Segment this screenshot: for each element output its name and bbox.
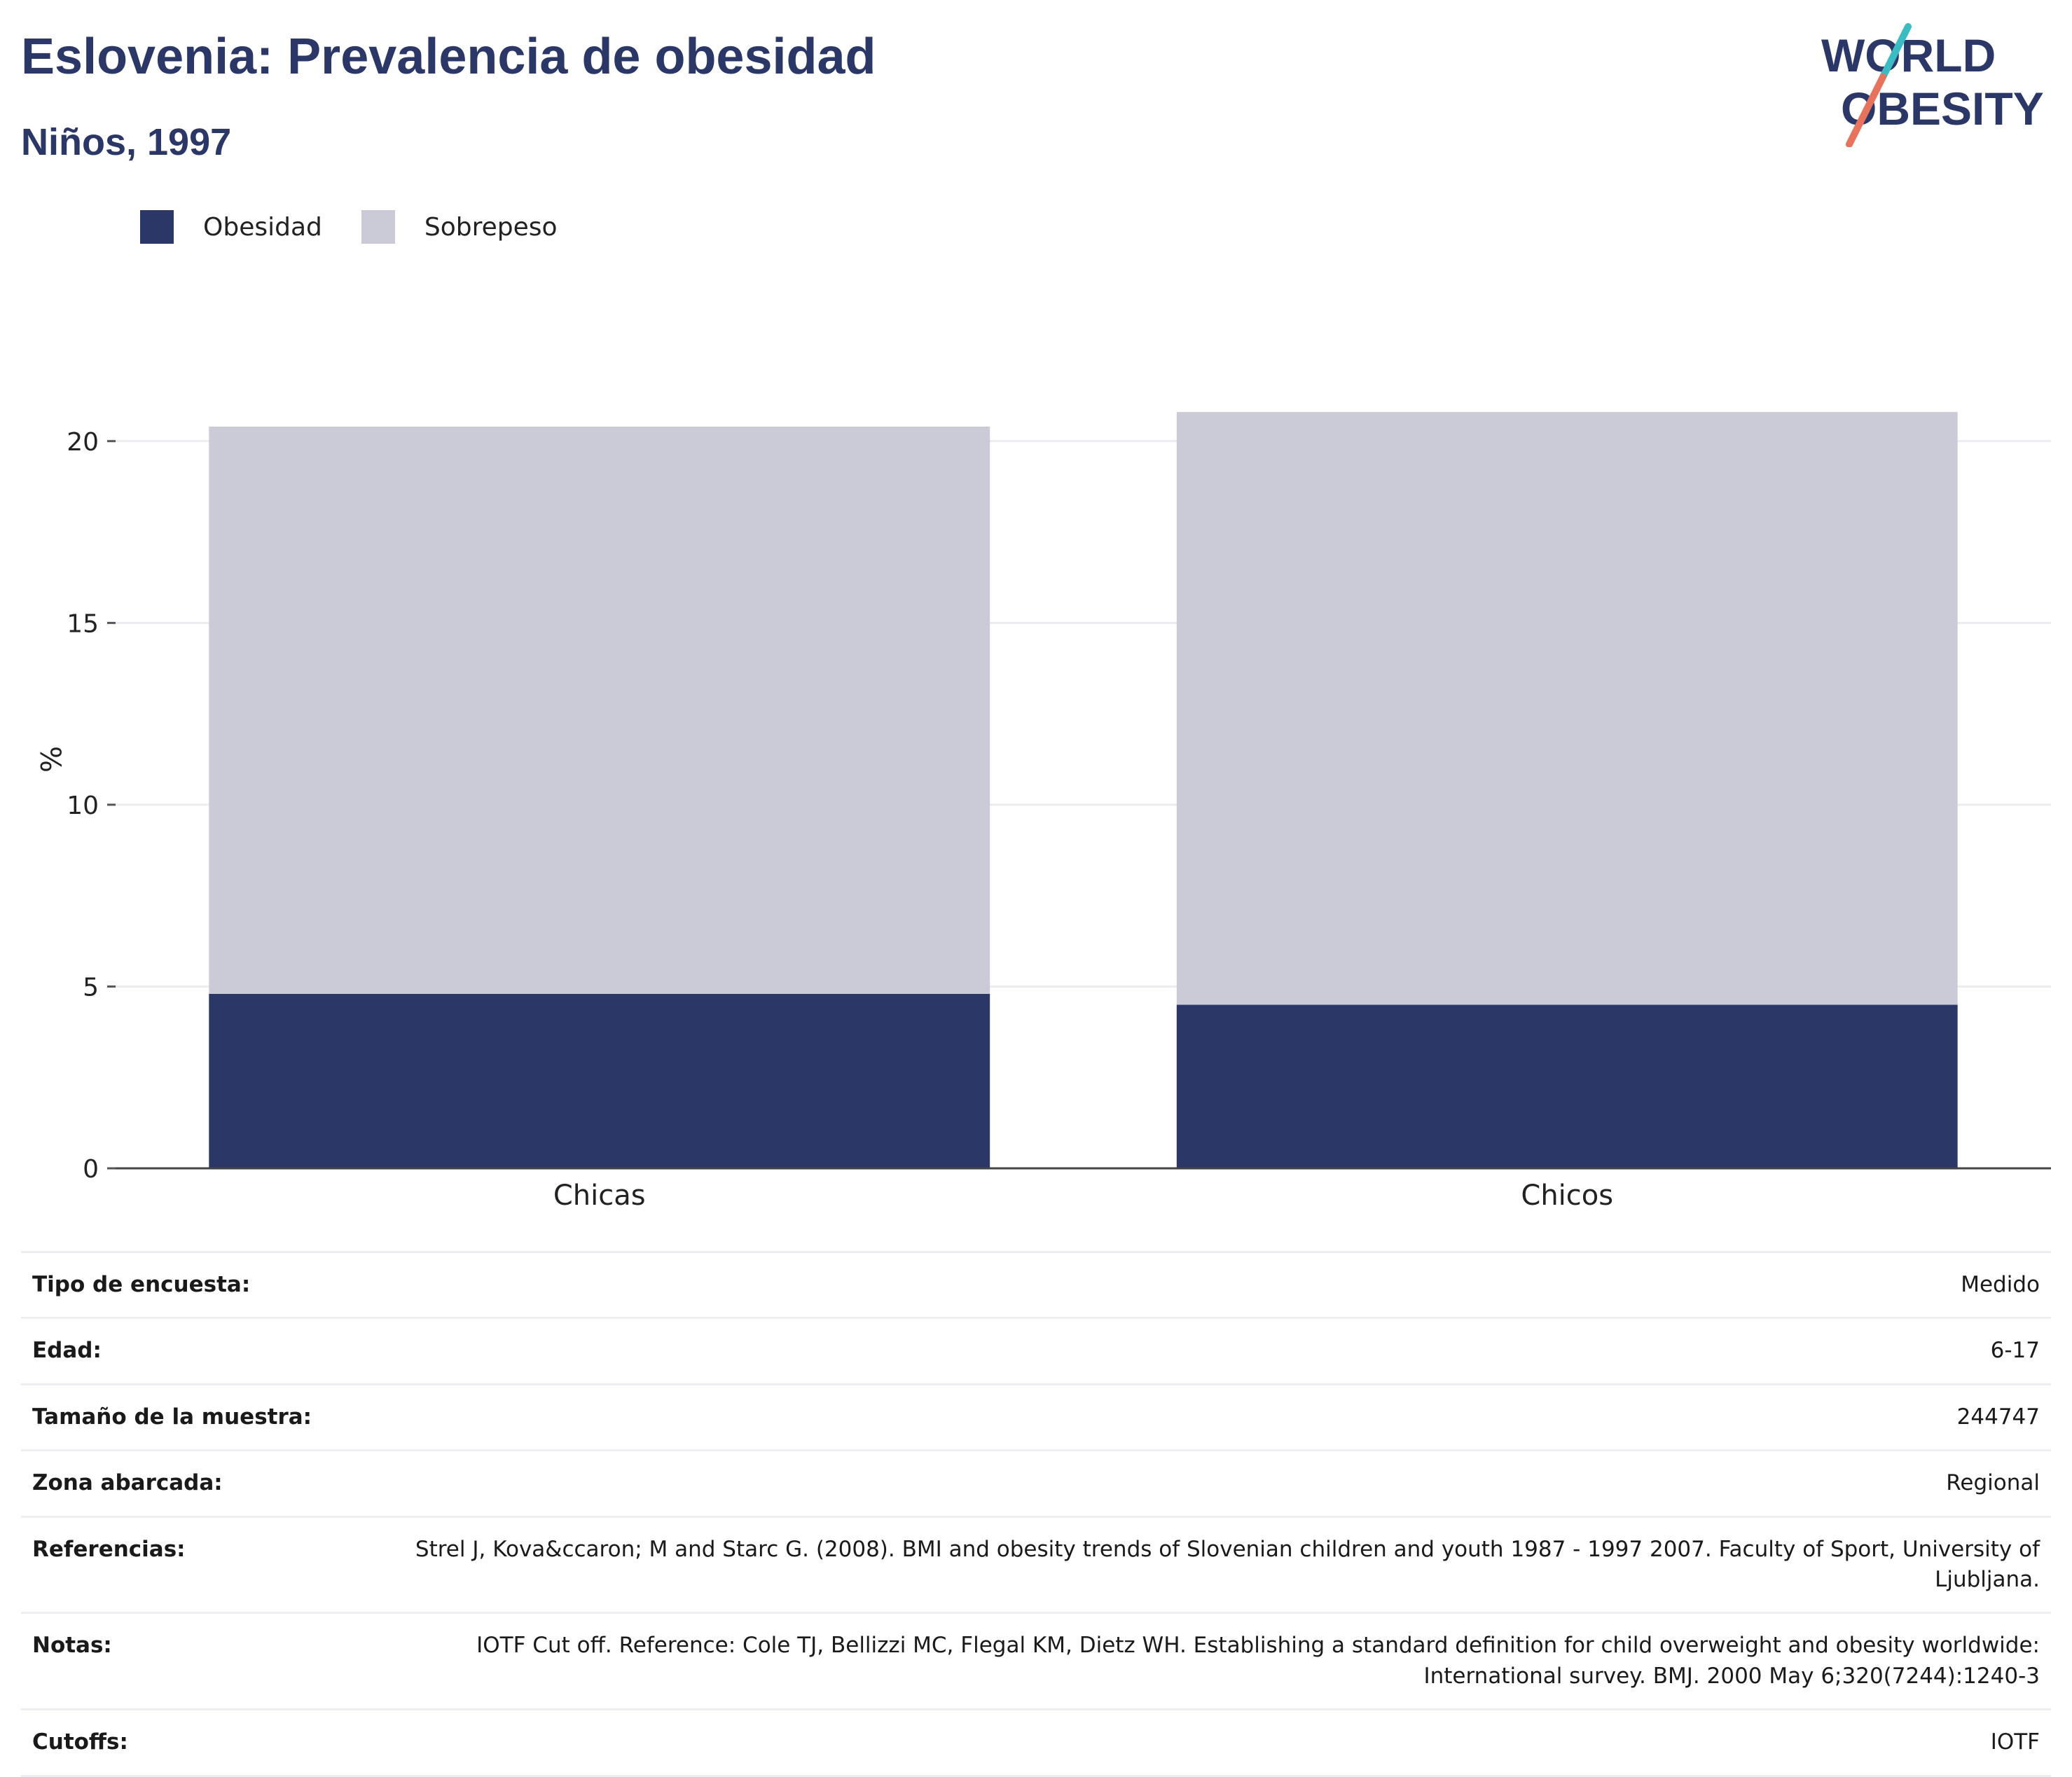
y-axis-title: % bbox=[34, 746, 66, 773]
table-row: Tamaño de la muestra: 244747 bbox=[21, 1383, 2051, 1451]
legend-item-overweight[interactable]: Sobrepeso bbox=[361, 210, 558, 244]
y-tick-label: 20 bbox=[67, 428, 99, 457]
logo-coral-slash bbox=[1846, 74, 1886, 147]
stacked-bar-chart: 0 5 10 15 20 Chicas Chicos % bbox=[34, 412, 2051, 1212]
bar-obesity-chicos[interactable] bbox=[1176, 1004, 1958, 1168]
info-label-references: Referencias: bbox=[21, 1515, 338, 1613]
logo-teal-slash bbox=[1879, 23, 1912, 81]
info-label-sample-size: Tamaño de la muestra: bbox=[21, 1383, 338, 1451]
chart-legend: Obesidad Sobrepeso bbox=[140, 207, 597, 247]
y-tick-label: 10 bbox=[67, 791, 99, 820]
bars bbox=[209, 412, 1958, 1168]
info-value-area: Regional bbox=[338, 1449, 2051, 1517]
page-subtitle: Niños, 1997 bbox=[21, 121, 232, 163]
table-row: Referencias: Strel J, Kova&ccaron; M and… bbox=[21, 1515, 2051, 1613]
info-label-age: Edad: bbox=[21, 1317, 338, 1385]
bar-overweight-chicas[interactable] bbox=[209, 427, 990, 994]
logo-line2: OBESITY bbox=[1841, 83, 2044, 134]
info-label-area: Zona abarcada: bbox=[21, 1449, 338, 1517]
info-label-cutoffs: Cutoffs: bbox=[21, 1708, 338, 1777]
info-value-notes: IOTF Cut off. Reference: Cole TJ, Belliz… bbox=[338, 1612, 2051, 1710]
table-row: Notas: IOTF Cut off. Reference: Cole TJ,… bbox=[21, 1612, 2051, 1710]
legend-label-overweight: Sobrepeso bbox=[424, 212, 558, 242]
legend-swatch-obesity bbox=[140, 210, 174, 244]
table-row: Cutoffs: IOTF bbox=[21, 1708, 2051, 1777]
legend-label-obesity: Obesidad bbox=[203, 212, 322, 242]
info-value-cutoffs: IOTF bbox=[338, 1708, 2051, 1777]
legend-swatch-overweight bbox=[361, 210, 395, 244]
info-value-sample-size: 244747 bbox=[338, 1383, 2051, 1451]
bar-overweight-chicos[interactable] bbox=[1176, 412, 1958, 1005]
page-title: Eslovenia: Prevalencia de obesidad bbox=[21, 29, 876, 85]
table-row: Zona abarcada: Regional bbox=[21, 1449, 2051, 1517]
x-category-label: Chicas bbox=[553, 1180, 646, 1212]
table-row: Tipo de encuesta: Medido bbox=[21, 1250, 2051, 1318]
y-tick-label: 15 bbox=[67, 609, 99, 638]
logo-line1: WORLD bbox=[1821, 29, 1996, 81]
y-tick-label: 5 bbox=[83, 973, 99, 1002]
info-value-age: 6-17 bbox=[338, 1317, 2051, 1385]
legend-item-obesity[interactable]: Obesidad bbox=[140, 210, 322, 244]
table-row: Edad: 6-17 bbox=[21, 1317, 2051, 1385]
x-category-label: Chicos bbox=[1521, 1180, 1613, 1212]
bar-obesity-chicas[interactable] bbox=[209, 993, 990, 1168]
info-value-survey-type: Medido bbox=[338, 1250, 2051, 1318]
y-tick-label: 0 bbox=[83, 1155, 99, 1184]
survey-info-table: Tipo de encuesta: Medido Edad: 6-17 Tama… bbox=[21, 1250, 2051, 1777]
info-value-references: Strel J, Kova&ccaron; M and Starc G. (20… bbox=[338, 1515, 2051, 1613]
axes: 0 5 10 15 20 Chicas Chicos bbox=[67, 428, 2051, 1212]
info-label-notes: Notas: bbox=[21, 1612, 338, 1710]
world-obesity-logo: WORLD OBESITY bbox=[1821, 23, 2044, 147]
info-label-survey-type: Tipo de encuesta: bbox=[21, 1250, 338, 1318]
